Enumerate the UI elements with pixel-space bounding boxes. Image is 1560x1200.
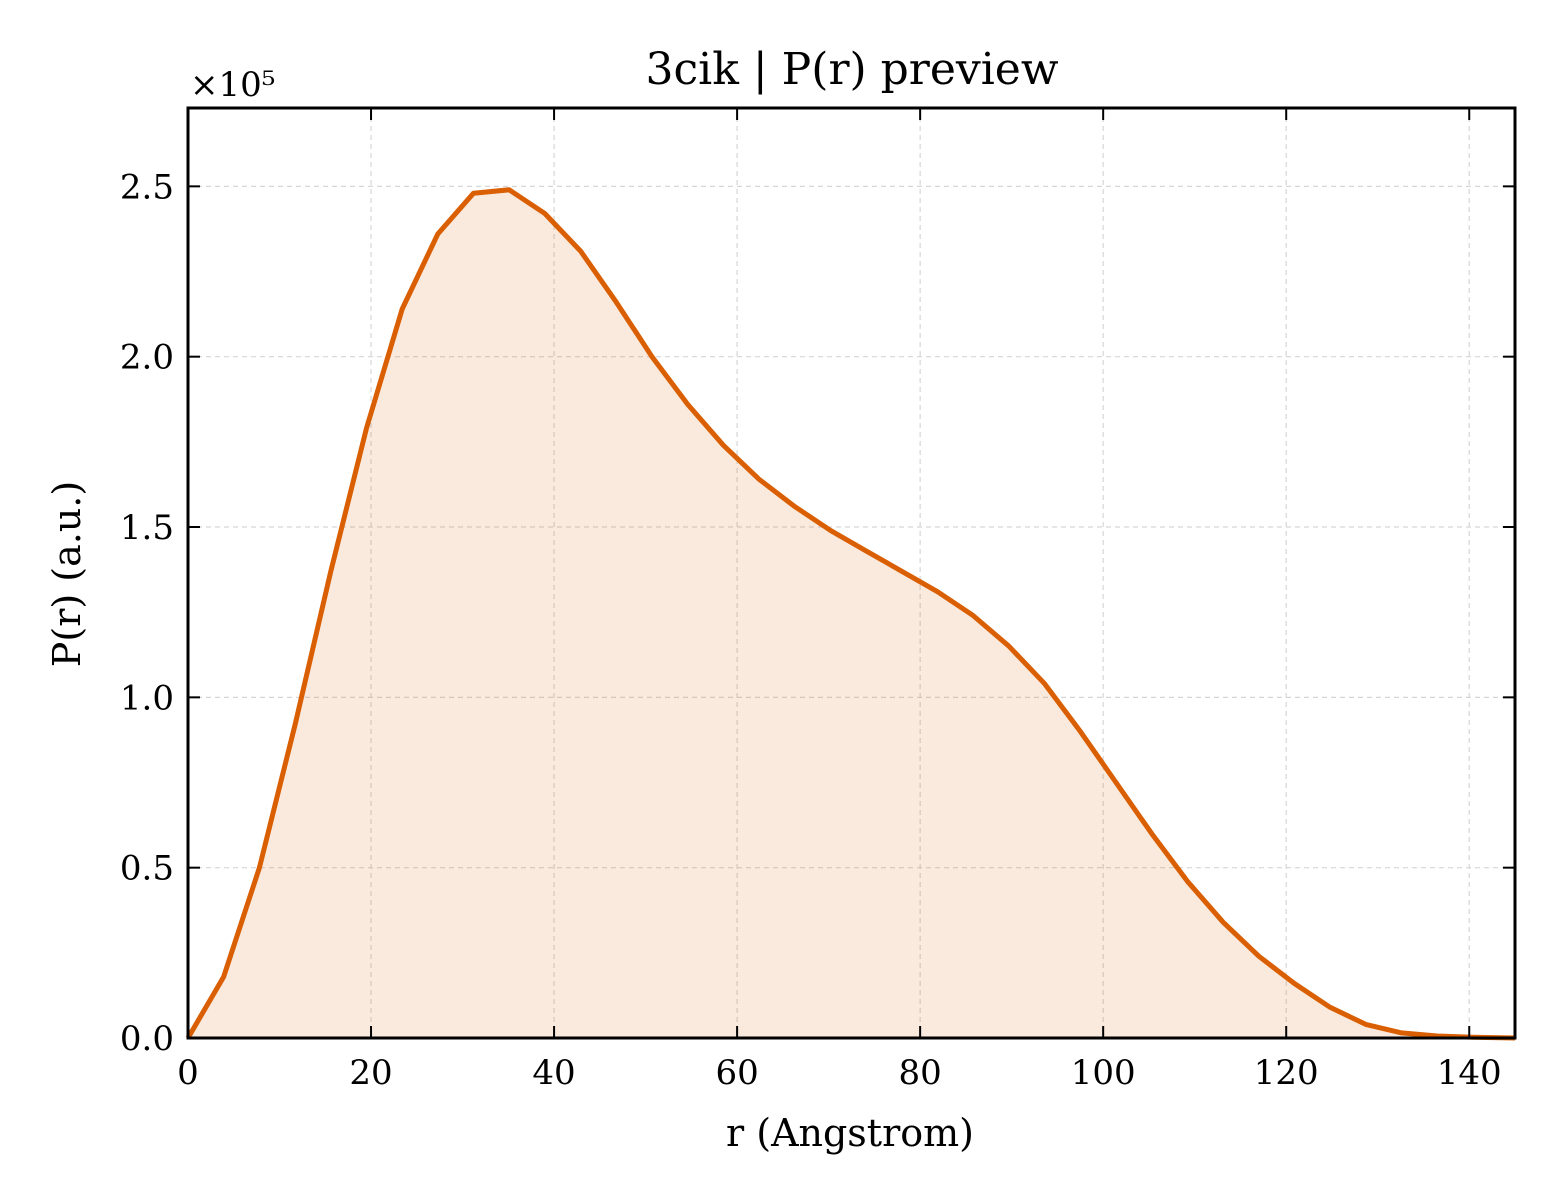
y-axis: 0.0 0.5 1.0 1.5 2.0 2.5 [120,167,1515,1059]
x-axis: 0 20 40 60 80 100 120 140 [177,108,1502,1093]
y-tick-label: 2.5 [120,167,174,207]
x-tick-label: 60 [715,1053,758,1093]
x-axis-label: r (Angstrom) [726,1111,974,1155]
y-tick-label: 0.5 [120,849,174,889]
x-tick-label: 40 [532,1053,575,1093]
y-multiplier-label: ×10⁵ [190,65,275,105]
x-tick-label: 100 [1071,1053,1136,1093]
chart-title: 3cik | P(r) preview [646,44,1059,95]
x-tick-label: 120 [1254,1053,1319,1093]
y-tick-label: 1.0 [120,678,174,718]
x-tick-label: 0 [177,1053,199,1093]
series-line [185,187,1516,1041]
grid-lines [188,108,1515,1038]
y-tick-label: 0.0 [120,1019,174,1059]
y-tick-label: 2.0 [120,338,174,378]
y-tick-label: 1.5 [120,508,174,548]
x-tick-label: 140 [1437,1053,1502,1093]
x-tick-label: 80 [899,1053,942,1093]
plot-frame [186,106,1517,1040]
x-tick-label: 20 [349,1053,392,1093]
series-area-fill [188,189,1515,1039]
y-axis-label: P(r) (a.u.) [45,481,89,667]
